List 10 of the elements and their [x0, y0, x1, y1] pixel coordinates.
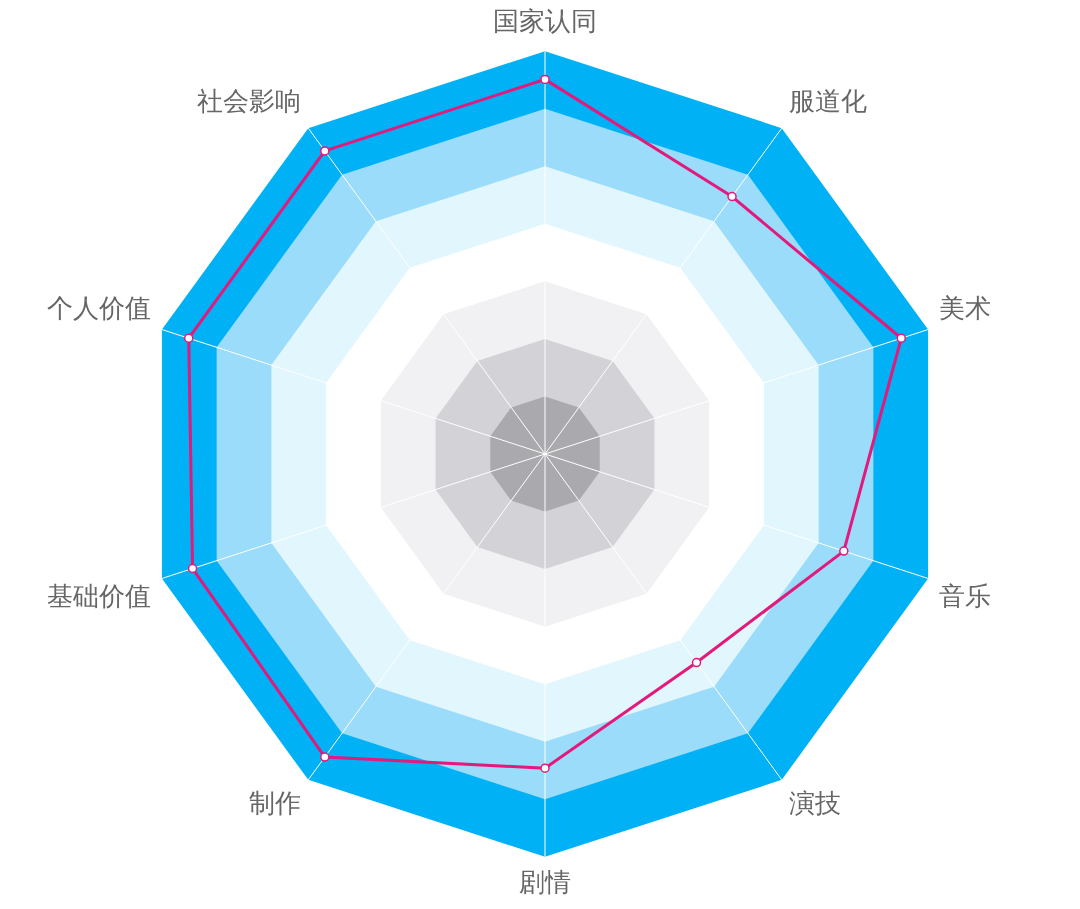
spoke-label: 演技: [788, 787, 841, 818]
spoke-label: 美术: [939, 292, 992, 323]
spoke-label: 剧情: [519, 867, 571, 898]
spoke-label: 音乐: [939, 580, 992, 611]
spoke-label: 国家认同: [493, 6, 597, 37]
spoke-label: 社会影响: [197, 85, 302, 116]
spoke-label: 个人价值: [46, 292, 151, 323]
spoke-label: 基础价值: [46, 580, 151, 611]
spoke-label: 服道化: [788, 85, 867, 116]
spoke-label: 制作: [249, 787, 302, 818]
